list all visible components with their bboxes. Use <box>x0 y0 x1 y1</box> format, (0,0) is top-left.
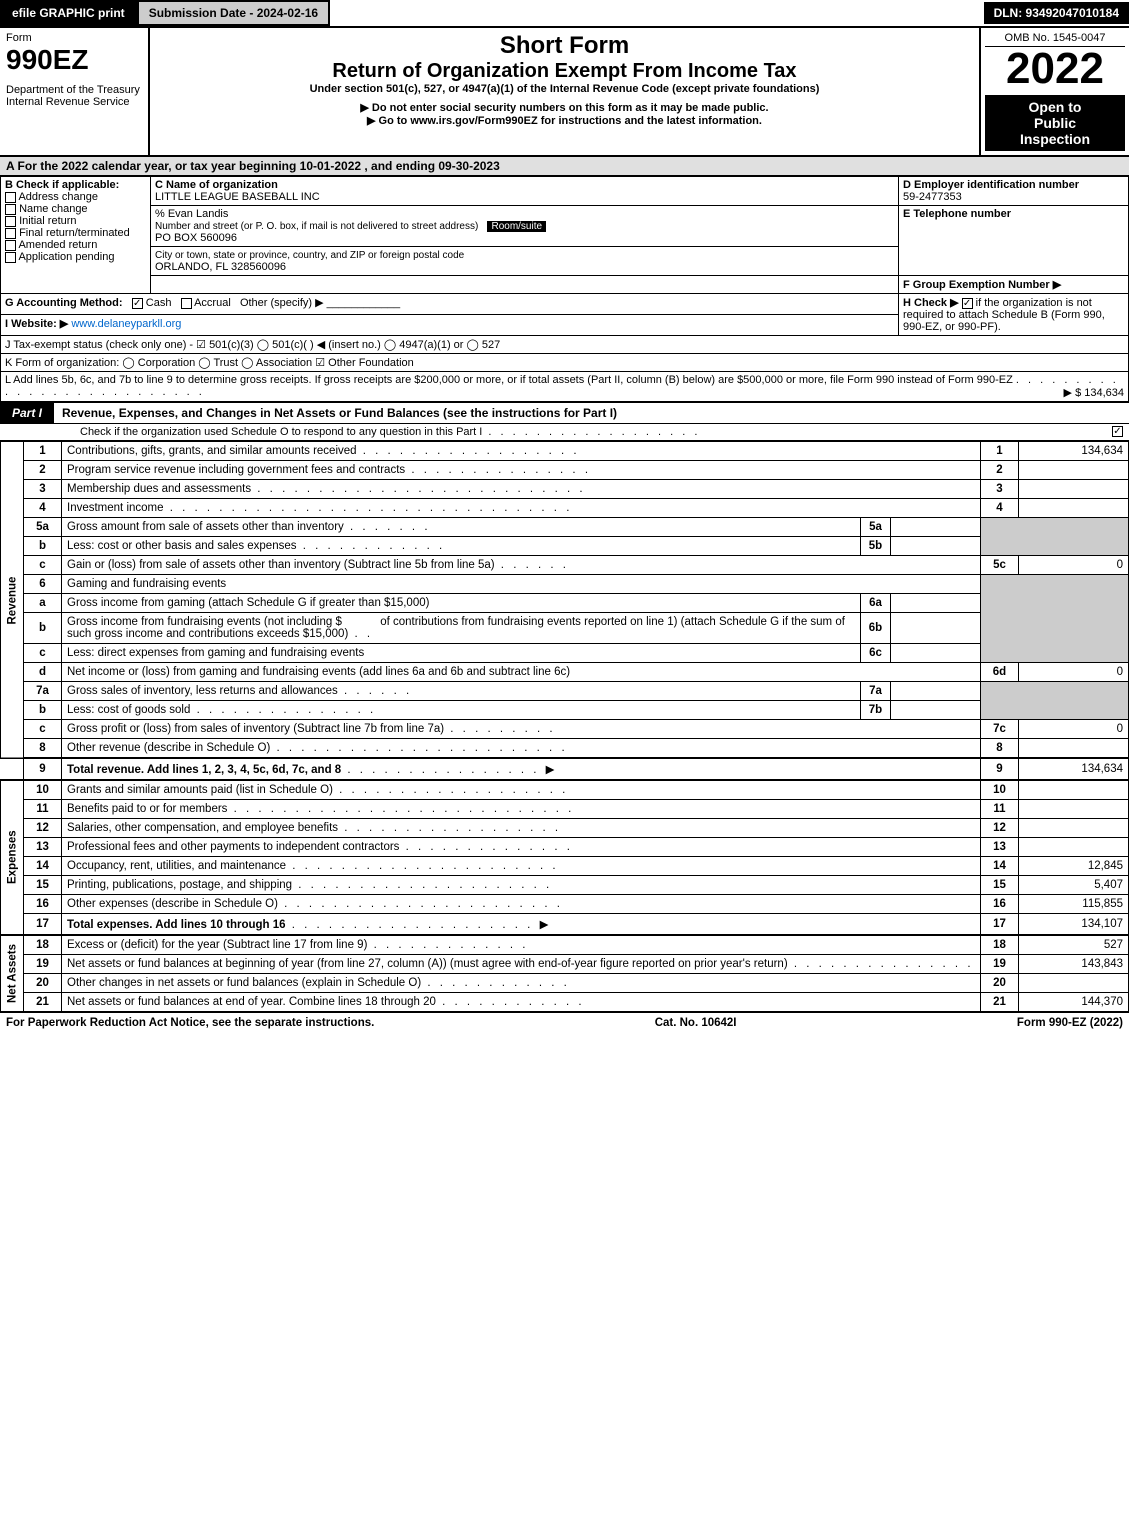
paperwork-notice: For Paperwork Reduction Act Notice, see … <box>6 1017 374 1029</box>
box-k-org-form: K Form of organization: ◯ Corporation ◯ … <box>1 354 1129 372</box>
accrual-checkbox[interactable] <box>181 298 192 309</box>
part-1-title: Revenue, Expenses, and Changes in Net As… <box>54 406 617 420</box>
form-word: Form <box>6 32 142 44</box>
schedule-o-checkbox[interactable]: ✓ <box>1112 426 1123 437</box>
lines-table: Revenue 1 Contributions, gifts, grants, … <box>0 441 1129 1013</box>
schedule-b-checkbox[interactable]: ✓ <box>962 298 973 309</box>
dln-label: DLN: 93492047010184 <box>984 2 1129 24</box>
return-title: Return of Organization Exempt From Incom… <box>154 60 975 83</box>
line-14-amount: 12,845 <box>1019 857 1129 876</box>
public-inspection-badge: Open to Public Inspection <box>985 95 1125 151</box>
name-change-checkbox[interactable] <box>5 204 16 215</box>
line-15-amount: 5,407 <box>1019 876 1129 895</box>
identification-table: B Check if applicable: Address change Na… <box>0 176 1129 402</box>
expenses-side-label: Expenses <box>1 780 24 935</box>
catalog-number: Cat. No. 10642I <box>655 1017 737 1029</box>
box-c-label: C Name of organization <box>155 179 278 191</box>
line-18-amount: 527 <box>1019 935 1129 955</box>
box-d-label: D Employer identification number <box>903 179 1079 191</box>
final-return-checkbox[interactable] <box>5 228 16 239</box>
submission-date-label: Submission Date - 2024-02-16 <box>137 0 330 26</box>
efile-button[interactable]: efile GRAPHIC print <box>0 0 137 26</box>
street-value: PO BOX 560096 <box>155 232 237 244</box>
revenue-side-label: Revenue <box>1 442 24 759</box>
line-1-desc: Contributions, gifts, grants, and simila… <box>67 445 357 457</box>
part-1-badge: Part I <box>0 403 54 423</box>
line-1-amount: 134,634 <box>1019 442 1129 461</box>
line-9-amount: 134,634 <box>1019 758 1129 780</box>
form-year: 2022 <box>985 47 1125 91</box>
subtitle: Under section 501(c), 527, or 4947(a)(1)… <box>154 83 975 95</box>
year-box: OMB No. 1545-0047 2022 Open to Public In… <box>979 28 1129 155</box>
line-19-amount: 143,843 <box>1019 955 1129 974</box>
amended-return-checkbox[interactable] <box>5 240 16 251</box>
box-i-label: I Website: ▶ <box>5 318 68 330</box>
initial-return-checkbox[interactable] <box>5 216 16 227</box>
box-j-tax-status: J Tax-exempt status (check only one) - ☑… <box>1 336 1129 354</box>
box-g-label: G Accounting Method: <box>5 297 123 309</box>
line-1-num: 1 <box>24 442 62 461</box>
care-of: % Evan Landis <box>155 208 228 220</box>
city-value: ORLANDO, FL 328560096 <box>155 261 286 273</box>
box-l-amount: ▶ $ 134,634 <box>1064 386 1124 399</box>
street-label: Number and street (or P. O. box, if mail… <box>155 221 478 232</box>
irs-label: Internal Revenue Service <box>6 96 142 108</box>
top-bar: efile GRAPHIC print Submission Date - 20… <box>0 0 1129 28</box>
cash-checkbox[interactable]: ✓ <box>132 298 143 309</box>
address-change-checkbox[interactable] <box>5 192 16 203</box>
net-assets-side-label: Net Assets <box>1 935 24 1012</box>
form-number: 990EZ <box>6 44 142 76</box>
form-header: Form 990EZ Department of the Treasury In… <box>0 28 1129 157</box>
box-h-label: H Check ▶ <box>903 297 959 309</box>
org-name: LITTLE LEAGUE BASEBALL INC <box>155 191 320 203</box>
box-b-label: B Check if applicable: <box>5 179 119 191</box>
application-pending-checkbox[interactable] <box>5 252 16 263</box>
website-link[interactable]: www.delaneyparkll.org <box>71 318 181 330</box>
section-a-period: A For the 2022 calendar year, or tax yea… <box>0 157 1129 176</box>
ssn-warning: ▶ Do not enter social security numbers o… <box>154 101 975 114</box>
box-f-label: F Group Exemption Number ▶ <box>903 279 1061 291</box>
part-1-header: Part I Revenue, Expenses, and Changes in… <box>0 402 1129 424</box>
box-l-text: L Add lines 5b, 6c, and 7b to line 9 to … <box>5 374 1013 386</box>
page-footer: For Paperwork Reduction Act Notice, see … <box>0 1013 1129 1033</box>
line-17-amount: 134,107 <box>1019 914 1129 936</box>
part-1-check: Check if the organization used Schedule … <box>0 424 1129 441</box>
form-version: Form 990-EZ (2022) <box>1017 1017 1123 1029</box>
form-id-box: Form 990EZ Department of the Treasury In… <box>0 28 150 155</box>
room-suite-label: Room/suite <box>487 221 546 232</box>
line-21-amount: 144,370 <box>1019 993 1129 1013</box>
dept-treasury: Department of the Treasury <box>6 84 142 96</box>
short-form-title: Short Form <box>154 32 975 60</box>
city-label: City or town, state or province, country… <box>155 250 464 261</box>
ein-value: 59-2477353 <box>903 191 962 203</box>
goto-link[interactable]: ▶ Go to www.irs.gov/Form990EZ for instru… <box>154 114 975 127</box>
line-16-amount: 115,855 <box>1019 895 1129 914</box>
form-title-box: Short Form Return of Organization Exempt… <box>150 28 979 155</box>
box-e-label: E Telephone number <box>903 208 1011 220</box>
